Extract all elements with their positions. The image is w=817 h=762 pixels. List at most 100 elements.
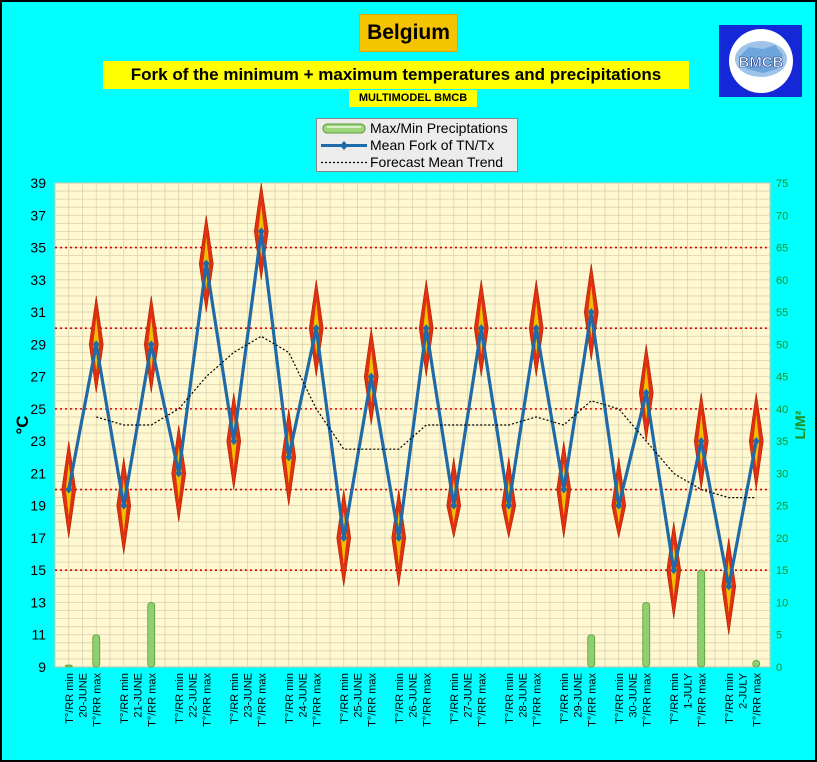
x-tick-label: T°/RR min <box>559 673 571 724</box>
chart-subtitle: Fork of the minimum + maximum temperatur… <box>103 61 689 89</box>
mean-fork-point <box>422 324 430 333</box>
mean-fork-point <box>340 533 348 542</box>
precip-bar <box>752 660 761 668</box>
x-tick-label: T°/RR max <box>586 673 598 727</box>
mean-fork-point <box>120 501 128 510</box>
x-tick-label: T°/RR min <box>339 673 351 724</box>
x-date-label: 25-JUNE <box>353 673 365 718</box>
x-tick-label: T°/RR max <box>91 673 103 727</box>
mean-fork-point <box>560 485 568 494</box>
mean-fork-point <box>477 324 485 333</box>
forecast-trend-line <box>96 335 757 499</box>
y2-tick-label: 30 <box>776 468 788 480</box>
x-tick-label: T°/RR min <box>504 673 516 724</box>
y2-tick-label: 5 <box>776 630 782 642</box>
x-date-label: 22-JUNE <box>188 673 200 718</box>
x-date-label: 23-JUNE <box>243 673 255 718</box>
y-tick-label: 25 <box>30 401 46 417</box>
x-date-label: 1-JULY <box>683 672 695 709</box>
precip-bar-icon <box>322 123 366 134</box>
x-tick-label: T°/RR max <box>201 673 213 727</box>
x-tick-label: T°/RR max <box>421 673 433 727</box>
y2-tick-label: 15 <box>776 565 788 577</box>
y-tick-label: 31 <box>30 304 46 320</box>
x-date-label: 2-JULY <box>738 672 750 709</box>
x-tick-label: T°/RR min <box>394 673 406 724</box>
x-tick-label: T°/RR max <box>256 673 268 727</box>
y2-tick-label: 20 <box>776 533 788 545</box>
precip-bar <box>92 634 101 668</box>
mean-fork-point <box>505 501 513 510</box>
mean-fork-point <box>65 485 73 494</box>
y2-tick-label: 35 <box>776 436 788 448</box>
precip-bar <box>147 602 156 668</box>
mean-fork-point <box>725 582 733 591</box>
mean-fork-point <box>642 388 650 397</box>
y-tick-label: 29 <box>30 336 46 352</box>
x-date-label: 30-JUNE <box>628 673 640 718</box>
y-tick-label: 33 <box>30 272 46 288</box>
mean-fork-point <box>450 501 458 510</box>
y2-tick-label: 40 <box>776 404 788 416</box>
y-tick-label: 23 <box>30 433 46 449</box>
mean-fork-point <box>230 437 238 446</box>
y-tick-label: 15 <box>30 562 46 578</box>
legend-item-fork: Mean Fork of TN/Tx <box>317 137 517 154</box>
chart-title: Belgium <box>359 14 458 52</box>
y-tick-label: 27 <box>30 369 46 385</box>
mean-fork-point <box>532 324 540 333</box>
y2-tick-label: 50 <box>776 339 788 351</box>
x-tick-label: T°/RR min <box>174 673 186 724</box>
bmcb-logo: BMCB <box>719 25 802 97</box>
x-tick-label: T°/RR min <box>119 673 131 724</box>
y-axis-label: °C <box>13 415 32 434</box>
mean-fork-line <box>67 229 758 588</box>
y2-tick-label: 10 <box>776 597 788 609</box>
legend-label-trend: Forecast Mean Trend <box>370 154 504 170</box>
chart-legend: Max/Min Preciptations Mean Fork of TN/Tx… <box>316 118 518 172</box>
x-tick-label: T°/RR max <box>641 673 653 727</box>
y2-tick-label: 75 <box>776 178 788 190</box>
y-tick-label: 35 <box>30 240 46 256</box>
mean-fork-point <box>615 501 623 510</box>
y2-tick-label: 0 <box>776 662 782 674</box>
y2-tick-label: 25 <box>776 501 788 513</box>
y-tick-label: 17 <box>30 530 46 546</box>
precip-bar <box>587 634 596 668</box>
mean-fork-point <box>285 453 293 462</box>
x-tick-label: T°/RR max <box>311 673 323 727</box>
y2-tick-label: 55 <box>776 307 788 319</box>
x-tick-label: T°/RR min <box>229 673 241 724</box>
precip-bar <box>642 602 651 668</box>
mean-fork-point <box>175 469 183 478</box>
y-tick-label: 39 <box>30 175 46 191</box>
x-date-label: 24-JUNE <box>298 673 310 718</box>
x-tick-label: T°/RR max <box>146 673 158 727</box>
y-tick-label: 11 <box>31 627 46 643</box>
y2-tick-label: 60 <box>776 275 788 287</box>
y-tick-label: 9 <box>38 659 46 675</box>
dotted-line-icon <box>321 161 367 164</box>
logo-icon: BMCB <box>729 29 793 93</box>
x-tick-label: T°/RR max <box>366 673 378 727</box>
x-date-label: 21-JUNE <box>133 673 145 718</box>
x-tick-label: T°/RR min <box>614 673 626 724</box>
legend-item-trend: Forecast Mean Trend <box>317 154 517 171</box>
mean-fork-point <box>92 340 100 349</box>
logo-text: BMCB <box>739 54 784 71</box>
mean-fork-point <box>752 437 760 446</box>
y-tick-label: 37 <box>30 207 46 223</box>
y-tick-label: 19 <box>30 498 46 514</box>
y2-tick-label: 70 <box>776 210 788 222</box>
y2-axis-label: L/M² <box>792 410 808 439</box>
precip-bar <box>697 569 706 668</box>
mean-fork-point <box>367 372 375 381</box>
line-diamond-icon <box>321 141 367 150</box>
precip-bar <box>64 664 73 668</box>
legend-label-precip: Max/Min Preciptations <box>370 120 508 136</box>
mean-fork-point <box>202 259 210 268</box>
mean-fork-point <box>257 227 265 236</box>
x-date-label: 26-JUNE <box>408 673 420 718</box>
x-tick-label: T°/RR max <box>476 673 488 727</box>
